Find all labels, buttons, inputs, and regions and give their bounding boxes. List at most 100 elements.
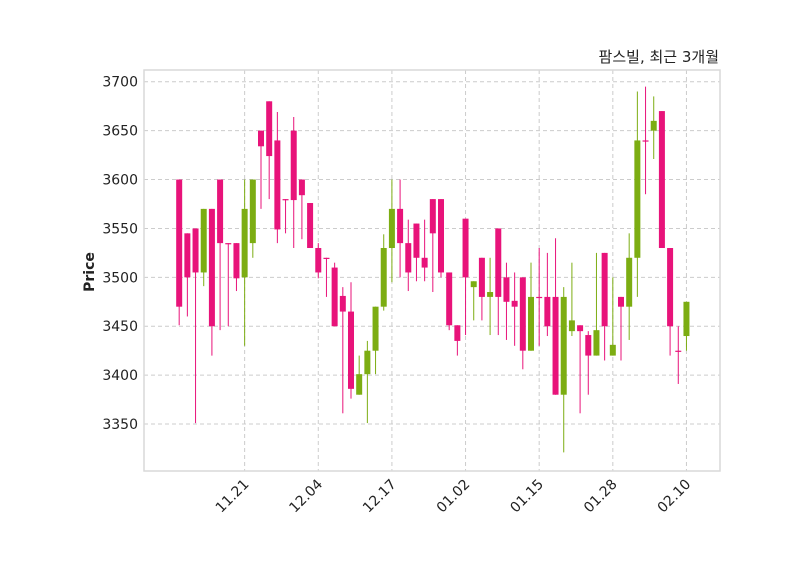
candle-body xyxy=(609,344,616,356)
candle-body xyxy=(429,199,436,234)
plot-frame xyxy=(143,69,721,472)
candle-body xyxy=(356,374,363,395)
candle-body xyxy=(307,203,314,249)
candle-body xyxy=(601,252,608,327)
candle xyxy=(519,277,526,370)
candle xyxy=(609,277,616,356)
candle-body xyxy=(217,179,224,244)
candle-body xyxy=(290,130,297,201)
candle xyxy=(184,233,191,317)
candle-body xyxy=(438,199,444,273)
candle-body xyxy=(503,277,510,302)
candle-body xyxy=(446,272,453,326)
candle-body xyxy=(192,228,199,273)
candle xyxy=(323,257,330,297)
y-tick-label: 3650 xyxy=(102,124,138,140)
candle xyxy=(454,325,461,356)
candle-body xyxy=(364,350,371,375)
candle-body xyxy=(593,330,600,356)
candle xyxy=(675,326,682,384)
candle-body xyxy=(528,296,534,351)
y-tick-label: 3500 xyxy=(102,270,138,286)
candle xyxy=(421,219,428,282)
candle-body xyxy=(388,208,395,249)
x-tick-label: 12.04 xyxy=(286,476,326,516)
x-tick-label: 01.15 xyxy=(507,477,547,517)
candle xyxy=(528,262,534,351)
candle-body xyxy=(495,228,502,297)
candle xyxy=(585,331,592,395)
x-tick-label: 01.02 xyxy=(434,477,474,517)
candle xyxy=(266,101,273,200)
candle-body xyxy=(658,111,665,249)
candle-body xyxy=(241,208,248,278)
candle-body xyxy=(233,243,240,279)
candle-body xyxy=(184,233,191,278)
candle xyxy=(380,234,387,311)
candle xyxy=(634,91,641,297)
candle xyxy=(315,243,322,279)
candle xyxy=(372,306,379,375)
candle xyxy=(560,287,567,453)
x-tick-label: 01.28 xyxy=(581,477,621,517)
candle-body xyxy=(339,295,346,312)
candle xyxy=(544,252,551,337)
candle-body xyxy=(675,350,682,352)
candle xyxy=(683,301,690,351)
candle xyxy=(462,218,469,336)
grid-lines xyxy=(144,70,720,471)
candle xyxy=(348,282,354,399)
candle xyxy=(208,208,215,356)
candle xyxy=(626,233,633,340)
candle-body xyxy=(413,223,420,258)
candle xyxy=(552,238,559,395)
y-axis-label: Price xyxy=(82,252,98,292)
candle-body xyxy=(519,277,526,351)
y-tick-label: 3600 xyxy=(102,173,138,189)
candle-body xyxy=(536,296,543,299)
candle xyxy=(446,272,453,331)
y-tick-label: 3350 xyxy=(102,417,138,433)
candle-body xyxy=(618,296,624,307)
x-tick-label: 02.10 xyxy=(655,477,695,517)
candle xyxy=(478,257,485,321)
candle-body xyxy=(487,292,494,297)
candle xyxy=(290,116,297,249)
candle-body xyxy=(380,248,387,307)
candle xyxy=(642,86,649,195)
candle-body xyxy=(462,218,469,278)
candle xyxy=(503,262,510,340)
y-tick-label: 3550 xyxy=(102,221,138,237)
candle xyxy=(200,208,207,287)
candle xyxy=(658,111,665,249)
candle xyxy=(339,287,346,414)
candle xyxy=(307,203,314,249)
candle-body xyxy=(560,296,567,395)
candle xyxy=(176,179,183,326)
candle-body xyxy=(405,243,412,273)
candle-body xyxy=(552,296,559,395)
candle xyxy=(388,179,395,283)
candle xyxy=(225,243,232,327)
candle xyxy=(511,272,518,346)
candle xyxy=(249,179,256,258)
x-tick-label: 11.21 xyxy=(213,477,253,517)
candle-body xyxy=(258,130,264,147)
candle xyxy=(618,296,624,361)
candle xyxy=(577,325,584,414)
candle xyxy=(397,179,404,278)
candle xyxy=(331,262,338,327)
candle xyxy=(298,179,305,240)
chart-title: 팜스빌, 최근 3개월 xyxy=(599,48,719,66)
candle-body xyxy=(568,320,575,332)
candle-body xyxy=(577,325,584,332)
candle-body xyxy=(208,208,215,327)
candle xyxy=(438,199,444,278)
candle-body xyxy=(650,120,657,131)
candle xyxy=(258,130,264,209)
candle-body xyxy=(249,179,256,244)
candle xyxy=(274,112,281,244)
candle-body xyxy=(200,208,207,273)
candle-body xyxy=(323,257,330,259)
